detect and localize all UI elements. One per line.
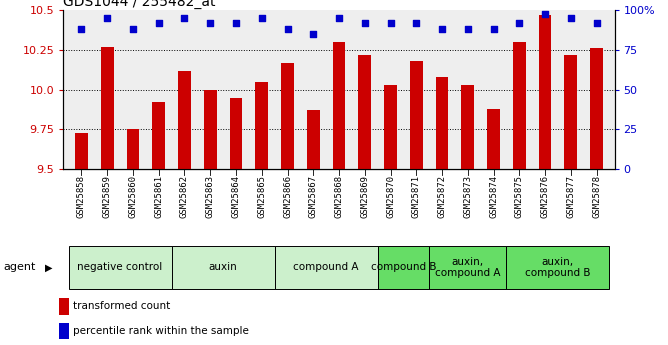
Point [591,20,602,26]
Point [230,20,241,26]
Text: GSM25858: GSM25858 [77,175,86,218]
Text: negative control: negative control [77,263,163,272]
Text: GSM25867: GSM25867 [309,175,318,218]
Bar [230,98,242,345]
Bar [101,47,114,345]
Point [128,27,138,32]
Text: GSM25862: GSM25862 [180,175,189,218]
Bar [59,323,69,339]
Bar [436,77,448,345]
Point [179,16,190,21]
Bar [255,82,268,345]
Bar [59,298,69,315]
Point [385,20,396,26]
Text: GSM25877: GSM25877 [566,175,575,218]
Text: GSM25869: GSM25869 [360,175,369,218]
Text: GSM25878: GSM25878 [592,175,601,218]
Bar [178,71,191,345]
Point [282,27,293,32]
Text: GSM25864: GSM25864 [232,175,240,218]
Text: GSM25873: GSM25873 [464,175,472,218]
Point [565,16,576,21]
Bar [506,246,609,289]
Bar [152,102,165,345]
Text: GSM25865: GSM25865 [257,175,267,218]
Bar [590,48,603,345]
Bar [377,246,429,289]
Bar [172,246,275,289]
Point [334,16,345,21]
Text: GSM25874: GSM25874 [489,175,498,218]
Point [102,16,113,21]
Bar [358,55,371,345]
Point [359,20,370,26]
Text: percentile rank within the sample: percentile rank within the sample [73,326,248,336]
Point [411,20,422,26]
Bar [69,246,172,289]
Text: GSM25859: GSM25859 [103,175,112,218]
Text: agent: agent [3,263,35,272]
Text: GSM25872: GSM25872 [438,175,446,218]
Bar [333,42,345,345]
Point [308,31,319,37]
Text: auxin: auxin [208,263,238,272]
Bar [281,63,294,345]
Bar [429,246,506,289]
Point [462,27,473,32]
Bar [275,246,377,289]
Bar [513,42,526,345]
Text: GSM25876: GSM25876 [540,175,550,218]
Point [76,27,87,32]
Text: GSM25863: GSM25863 [206,175,214,218]
Text: auxin,
compound A: auxin, compound A [435,257,500,278]
Text: GSM25861: GSM25861 [154,175,163,218]
Bar [538,15,552,345]
Point [437,27,448,32]
Point [540,11,550,16]
Text: GSM25870: GSM25870 [386,175,395,218]
Text: compound B: compound B [371,263,436,272]
Text: GSM25875: GSM25875 [515,175,524,218]
Text: GDS1044 / 255482_at: GDS1044 / 255482_at [63,0,216,9]
Bar [384,85,397,345]
Point [488,27,499,32]
Bar [126,129,140,345]
Text: GSM25871: GSM25871 [411,175,421,218]
Text: transformed count: transformed count [73,302,170,311]
Point [514,20,524,26]
Text: ▶: ▶ [45,263,52,272]
Bar [462,85,474,345]
Text: GSM25868: GSM25868 [335,175,343,218]
Point [154,20,164,26]
Text: GSM25860: GSM25860 [128,175,138,218]
Text: compound A: compound A [293,263,359,272]
Point [257,16,267,21]
Text: auxin,
compound B: auxin, compound B [525,257,591,278]
Bar [564,55,577,345]
Bar [204,90,216,345]
Point [205,20,216,26]
Bar [410,61,423,345]
Bar [307,110,320,345]
Bar [487,109,500,345]
Bar [75,132,88,345]
Text: GSM25866: GSM25866 [283,175,292,218]
